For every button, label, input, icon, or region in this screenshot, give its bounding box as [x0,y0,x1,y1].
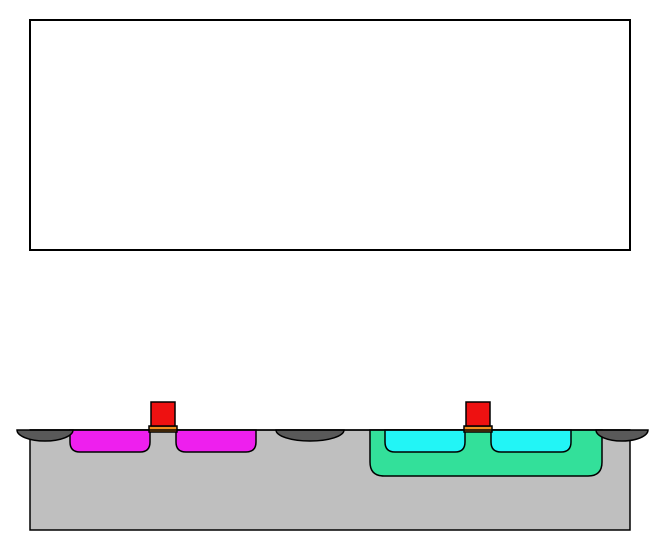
semiconductor-cross-section [0,0,667,548]
n-diffusion-source-right [385,430,465,452]
left-transistor-gate-oxide [149,426,177,432]
n-diffusion-drain-right [491,430,571,452]
top-frame [30,20,630,250]
right-transistor-gate-oxide [464,426,492,432]
left-transistor-gate-poly [151,402,175,426]
p-diffusion-drain-left [176,430,256,452]
p-diffusion-source-left [70,430,150,452]
right-transistor-gate-poly [466,402,490,426]
